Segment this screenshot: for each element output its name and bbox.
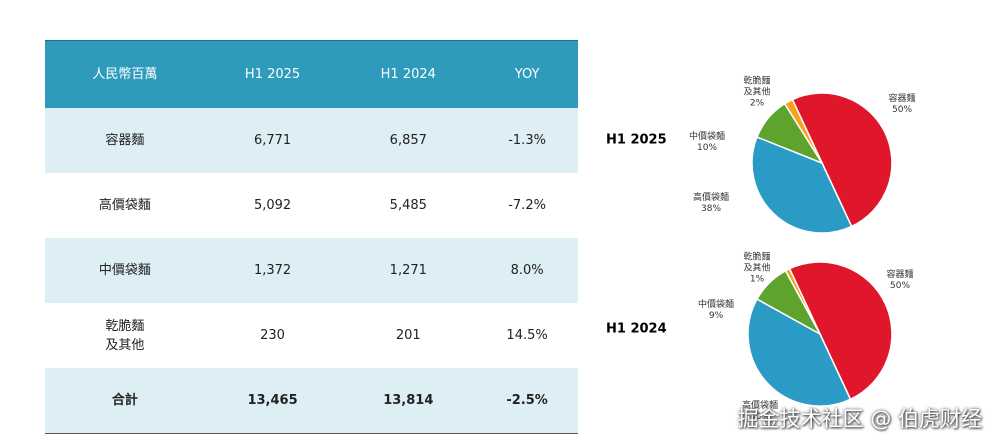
- data-table: 人民幣百萬 H1 2025 H1 2024 YOY 容器麵 6,771 6,857 -1.3%…: [45, 40, 578, 434]
- table-cell: 1,372: [204, 238, 341, 303]
- slice-value: 10%: [696, 143, 718, 153]
- table-header: 人民幣百萬 H1 2025 H1 2024 YOY: [45, 40, 578, 108]
- header-cell: 人民幣百萬: [45, 40, 205, 108]
- table-row: 乾脆麵 及其他 230 201 14.5%: [45, 303, 578, 368]
- slice-label: 高價袋麵 40%: [742, 401, 778, 423]
- table-cell: 容器麵: [45, 108, 205, 173]
- table-cell: 8.0%: [476, 238, 578, 303]
- slice-value: 38%: [700, 204, 722, 214]
- table-cell: 230: [260, 328, 285, 343]
- slice-value: 40%: [749, 412, 771, 422]
- watermark: 掘金技术社区 @ 伯虎财经: [737, 407, 982, 431]
- table-row: 合計 13,465 13,814 -2.5%: [45, 368, 578, 434]
- pie-slice: [751, 136, 853, 234]
- pie-slice: [791, 92, 893, 228]
- table-row: 容器麵 6,771 6,857 -1.3%: [45, 108, 578, 173]
- slice-value: 9%: [708, 311, 724, 321]
- header-cell: YOY: [476, 40, 578, 108]
- slice-value: 50%: [891, 105, 913, 115]
- slice-label: 中價袋麵 9%: [698, 300, 734, 322]
- pie-slice: [747, 298, 852, 407]
- table-cell: 13,814: [340, 368, 477, 434]
- slice-name: 乾脆麵 及其他: [743, 76, 771, 98]
- pie-title: H1 2024: [606, 321, 667, 337]
- slice-name: 中價袋麵: [688, 132, 726, 142]
- slice-value: 1%: [749, 274, 765, 285]
- slice-name: 高價袋麵: [741, 401, 779, 411]
- slice-label: 中價袋麵 10%: [689, 132, 725, 154]
- table-row: 中價袋麵 1,372 1,271 8.0%: [45, 238, 578, 303]
- table-cell: 5,485: [389, 198, 427, 213]
- slice-name: 中價袋麵: [697, 300, 735, 310]
- slice-name: 高價袋麵: [692, 193, 730, 203]
- pie-title: H1 2025: [606, 132, 667, 148]
- slice-label: 乾脆麵 及其他 2%: [743, 77, 770, 110]
- table-cell: 乾脆麵 及其他: [105, 318, 145, 353]
- slice-label: 高價袋麵 38%: [693, 193, 729, 215]
- slice-value: 2%: [749, 98, 765, 109]
- pie-slice: [783, 98, 823, 164]
- table-cell: 1,271: [340, 238, 477, 303]
- slice-label: 容器麵 50%: [888, 94, 915, 116]
- table-cell: 201: [395, 328, 421, 343]
- table-cell: -7.2%: [508, 198, 546, 213]
- slice-name: 容器麵: [888, 94, 916, 104]
- table-cell: -2.5%: [476, 368, 578, 434]
- table-cell: 5,092: [253, 198, 292, 213]
- table-cell: -1.3%: [476, 108, 578, 173]
- slice-label: 容器麵 50%: [886, 270, 913, 292]
- table-cell: 中價袋麵: [45, 238, 205, 303]
- table-cell: 6,857: [340, 108, 477, 173]
- table-cell: 14.5%: [506, 328, 548, 343]
- table-cell: 6,771: [204, 108, 341, 173]
- slice-name: 容器麵: [886, 270, 914, 280]
- pie-slice: [788, 261, 893, 401]
- slice-value: 50%: [889, 281, 911, 291]
- slice-name: 乾脆麵 及其他: [743, 252, 771, 274]
- pie-slice: [784, 267, 821, 335]
- header-cell: H1 2024: [340, 40, 477, 108]
- slice-label: 乾脆麵 及其他 1%: [743, 253, 770, 286]
- table-cell: 合計: [45, 368, 205, 434]
- header-cell: H1 2025: [204, 40, 341, 108]
- table-row: 高價袋麵 5,092 5,485 -7.2%: [45, 173, 578, 238]
- table-cell: 高價袋麵: [98, 198, 151, 213]
- table-cell: 13,465: [204, 368, 341, 434]
